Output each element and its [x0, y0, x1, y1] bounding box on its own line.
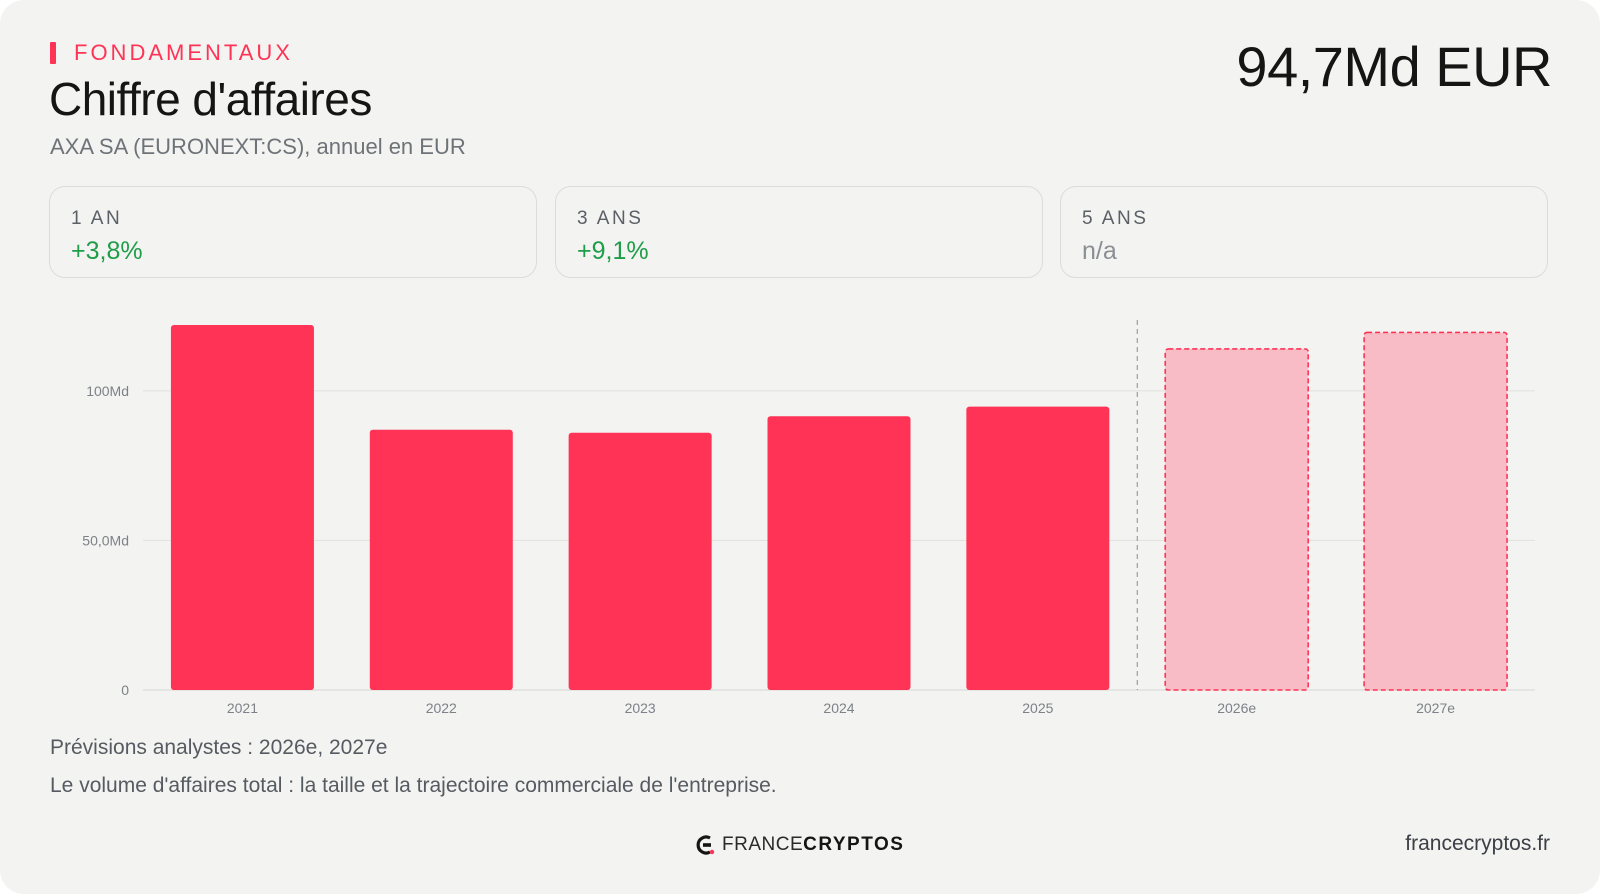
- y-tick-label: 100Md: [86, 383, 129, 399]
- x-tick-label: 2023: [625, 700, 656, 716]
- stat-label: 1 AN: [71, 208, 123, 229]
- chart-title: Chiffre d'affaires: [49, 73, 372, 125]
- brand-logo: FRANCE CRYPTOS: [694, 834, 904, 856]
- y-tick-label: 50,0Md: [82, 532, 129, 548]
- forecast-bar: [1164, 348, 1310, 691]
- stat-card-5-years: 5 ANS n/a: [1060, 186, 1548, 278]
- stat-card-1-year: 1 AN +3,8%: [49, 186, 537, 278]
- data-bar: [767, 416, 911, 690]
- data-bar: [966, 406, 1110, 690]
- x-tick-label: 2022: [426, 700, 457, 716]
- eyebrow-accent-bar: [50, 42, 56, 64]
- stat-value: n/a: [1082, 237, 1117, 265]
- brand-name-light: FRANCE: [722, 834, 804, 855]
- y-tick-label: 0: [121, 682, 129, 698]
- stat-label: 5 ANS: [1082, 208, 1149, 229]
- brand-name-bold: CRYPTOS: [803, 834, 905, 855]
- france-cryptos-logo-icon: [696, 835, 715, 855]
- x-tick-label: 2025: [1022, 700, 1053, 716]
- forecast-note: Prévisions analystes : 2026e, 2027e: [50, 736, 388, 759]
- stat-value: +3,8%: [71, 237, 143, 265]
- data-bar: [369, 429, 513, 690]
- headline-value: 94,7Md EUR: [1236, 35, 1552, 98]
- stat-card-3-years: 3 ANS +9,1%: [555, 186, 1043, 278]
- stat-value: +9,1%: [577, 237, 649, 265]
- site-domain: francecryptos.fr: [1405, 832, 1550, 855]
- x-tick-label: 2021: [227, 700, 258, 716]
- stat-label: 3 ANS: [577, 208, 644, 229]
- data-bar: [170, 325, 314, 690]
- metric-description: Le volume d'affaires total : la taille e…: [50, 774, 777, 797]
- eyebrow-label: FONDAMENTAUX: [74, 40, 293, 65]
- data-bar: [568, 432, 712, 690]
- forecast-bar: [1363, 331, 1508, 691]
- section-eyebrow: FONDAMENTAUX: [50, 40, 293, 66]
- x-tick-label: 2024: [823, 700, 854, 716]
- x-tick-label: 2026e: [1217, 700, 1256, 716]
- x-tick-label: 2027e: [1416, 700, 1455, 716]
- chart-subtitle: AXA SA (EURONEXT:CS), annuel en EUR: [50, 134, 466, 159]
- revenue-bar-chart: 0 50,0Md 100Md 2021 2022 2023 2024 2025 2026e 202…: [82, 320, 1535, 716]
